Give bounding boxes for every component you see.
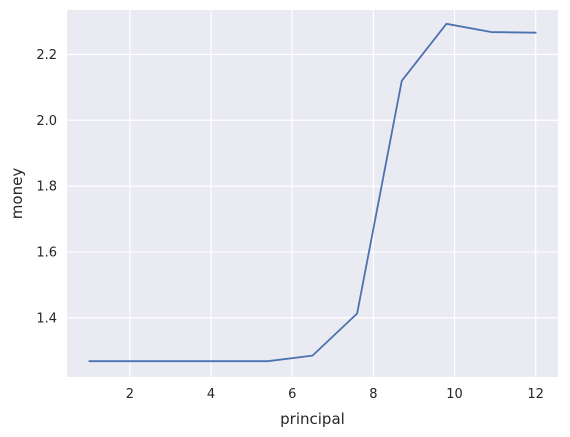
- y-axis-label: money: [8, 168, 26, 220]
- y-tick-label: 2.2: [36, 48, 57, 63]
- series-point: [222, 360, 224, 362]
- x-axis-label: principal: [280, 410, 345, 428]
- x-tick-label: 6: [288, 387, 296, 402]
- y-tick-label: 1.6: [36, 245, 57, 260]
- y-tick-label: 2.0: [36, 114, 57, 129]
- x-tick-label: 2: [126, 387, 134, 402]
- x-tick-label: 4: [207, 387, 215, 402]
- series-point: [312, 355, 314, 357]
- series-point: [133, 360, 135, 362]
- series-group: [88, 22, 537, 363]
- y-tick-label: 1.4: [36, 311, 57, 326]
- x-tick-label: 10: [446, 387, 463, 402]
- x-tick-label: 8: [369, 387, 377, 402]
- series-point: [446, 23, 448, 25]
- x-tick-label: 12: [527, 387, 544, 402]
- grid-lines: [67, 10, 558, 377]
- series-point: [401, 80, 403, 82]
- series-point: [535, 32, 537, 34]
- series-line: [88, 22, 537, 363]
- y-tick-labels: 1.4 1.6 1.8 2.0 2.2: [36, 48, 57, 326]
- series-point: [178, 360, 180, 362]
- series-point: [490, 31, 492, 33]
- series-point: [88, 360, 90, 362]
- y-tick-label: 1.8: [36, 180, 57, 195]
- plot-area-background: [67, 10, 558, 377]
- series-point: [267, 360, 269, 362]
- x-tick-labels: 2 4 6 8 10 12: [126, 387, 544, 402]
- series-point: [356, 313, 358, 315]
